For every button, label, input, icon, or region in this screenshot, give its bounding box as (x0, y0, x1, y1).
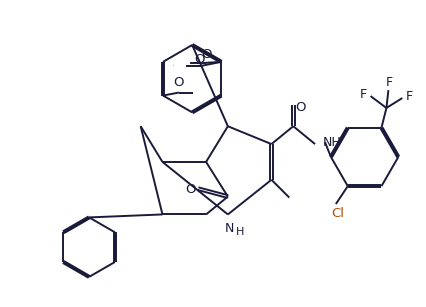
Text: O: O (173, 65, 174, 66)
Text: F: F (405, 90, 412, 103)
Text: O: O (201, 49, 211, 61)
Text: NH: NH (322, 136, 341, 149)
Text: Cl: Cl (331, 208, 343, 220)
Text: O: O (173, 76, 184, 89)
Text: F: F (359, 87, 366, 101)
Text: O: O (294, 101, 305, 114)
Text: N: N (225, 222, 234, 235)
Text: O: O (184, 183, 195, 196)
Text: O: O (194, 53, 204, 66)
Text: H: H (235, 227, 243, 237)
Text: F: F (385, 76, 392, 89)
